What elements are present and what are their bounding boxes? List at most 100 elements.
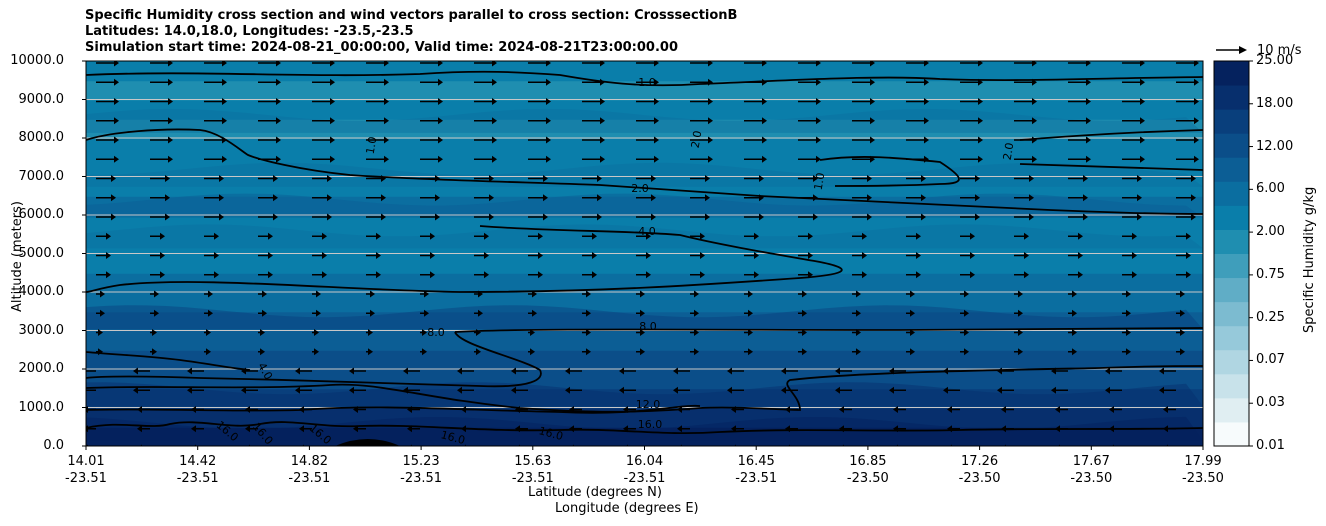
x-tick-lon: -23.51 (65, 471, 107, 486)
humidity-shade (86, 305, 1203, 330)
wind-vector-head (322, 252, 327, 259)
wind-vector-head (1072, 290, 1077, 298)
wind-vector-head (727, 367, 732, 375)
wind-vector-head (403, 367, 408, 375)
wind-vector-head (835, 386, 840, 394)
wind-vector-head (276, 61, 281, 67)
wind-vector-head (870, 117, 875, 125)
wind-vector-head (79, 387, 84, 394)
y-tick-label: 10000.0 (10, 53, 64, 68)
x-tick-marks (85, 446, 1204, 450)
wind-vector-head (368, 329, 373, 336)
humidity-band (86, 138, 1203, 159)
wind-vector-head (816, 98, 821, 105)
wind-vector-head (370, 309, 375, 317)
wind-vector-head (137, 425, 142, 433)
humidity-shade (86, 416, 1203, 441)
wind-vector-head (910, 329, 915, 336)
wind-vector-head (222, 61, 227, 67)
wind-vector-head (484, 232, 489, 240)
wind-vector-head (893, 406, 898, 413)
wind-vector-head (137, 406, 142, 413)
wind-vector-head (168, 98, 173, 105)
wind-vector-head (586, 309, 591, 317)
wind-vector-head (924, 136, 929, 144)
wind-vector-head (916, 232, 921, 240)
contour-label: 4.0 (638, 225, 656, 238)
wind-vector-head (924, 78, 929, 86)
x-tick-lat: 16.85 (849, 454, 887, 469)
wind-vector-head (924, 98, 929, 105)
wind-vector-head (327, 175, 332, 182)
wind-vector-head (1163, 425, 1168, 433)
colorbar-tick-label: 0.01 (1256, 438, 1285, 453)
wind-vector-head (862, 271, 867, 279)
wind-vector-head (492, 98, 497, 105)
humidity-band (86, 311, 1203, 332)
wind-vector-head (597, 194, 602, 202)
contour-label: 16.0 (638, 418, 663, 431)
contour-line (86, 404, 701, 414)
wind-vector-head (262, 309, 267, 317)
wind-vector-head (867, 194, 872, 202)
wind-vector-head (478, 309, 483, 317)
wind-vector-head (1024, 232, 1029, 240)
wind-vector-head (1186, 232, 1191, 240)
wind-vector-head (1083, 175, 1088, 182)
x-tick-label: 16.45 -23.51 (711, 453, 801, 487)
wind-vector-head (461, 425, 466, 433)
wind-vector-head (1105, 386, 1110, 394)
wind-vector-head (1072, 348, 1077, 356)
wind-vector-head (1029, 175, 1034, 182)
wind-vector-head (532, 290, 537, 298)
wind-vector-head (1109, 425, 1114, 433)
wind-vector-head (762, 136, 767, 144)
wind-vector-head (114, 136, 119, 144)
wind-vector-head (245, 406, 250, 413)
wind-vector-head (1072, 329, 1077, 336)
wind-vector-head (856, 348, 861, 356)
wind-vector-head (1018, 309, 1023, 317)
wind-vector-head (152, 329, 157, 336)
wind-vector-head (870, 78, 875, 86)
y-tick-label: 2000.0 (18, 361, 65, 376)
wind-vector-head (802, 329, 807, 336)
wind-vector-head (708, 136, 713, 144)
wind-vector-head (586, 348, 591, 356)
wind-vector-head (295, 386, 300, 394)
humidity-band (86, 80, 1203, 101)
wind-vector-head (168, 117, 173, 125)
wind-vector-head (1132, 232, 1137, 240)
wind-vector-head (651, 175, 656, 182)
x-tick-lat: 15.23 (402, 454, 440, 469)
wind-vector-head (1083, 213, 1088, 221)
wind-vector-head (1032, 78, 1037, 86)
wind-vector-head (1072, 309, 1077, 317)
wind-vector-head (1132, 271, 1137, 279)
wind-vector-head (731, 425, 736, 433)
wind-vector-head (1032, 61, 1037, 67)
humidity-band (86, 292, 1203, 313)
wind-vector-head (133, 386, 138, 394)
wind-vector-head (424, 309, 429, 317)
wind-vector-head (276, 117, 281, 125)
contour-line (86, 70, 1203, 87)
wind-vector-head (1186, 252, 1191, 259)
contour-line (86, 225, 843, 293)
wind-vector-head (191, 406, 196, 413)
wind-vector-head (422, 329, 427, 336)
wind-vector-head (910, 348, 915, 356)
wind-vector-head (349, 386, 354, 394)
wind-vector-head (1191, 213, 1196, 221)
wind-vector-head (538, 252, 543, 259)
wind-vector-head (461, 406, 466, 413)
wind-vector-head (327, 213, 332, 221)
wind-vector-head (160, 232, 165, 240)
wind-vector-head (569, 425, 574, 433)
wind-vector-head (1159, 367, 1164, 375)
wind-vector-head (1055, 406, 1060, 413)
wind-vector-head (241, 367, 246, 375)
colorbar-tick-label: 0.07 (1256, 352, 1285, 368)
wind-vector-head (214, 271, 219, 279)
humidity-contours (86, 70, 1203, 435)
